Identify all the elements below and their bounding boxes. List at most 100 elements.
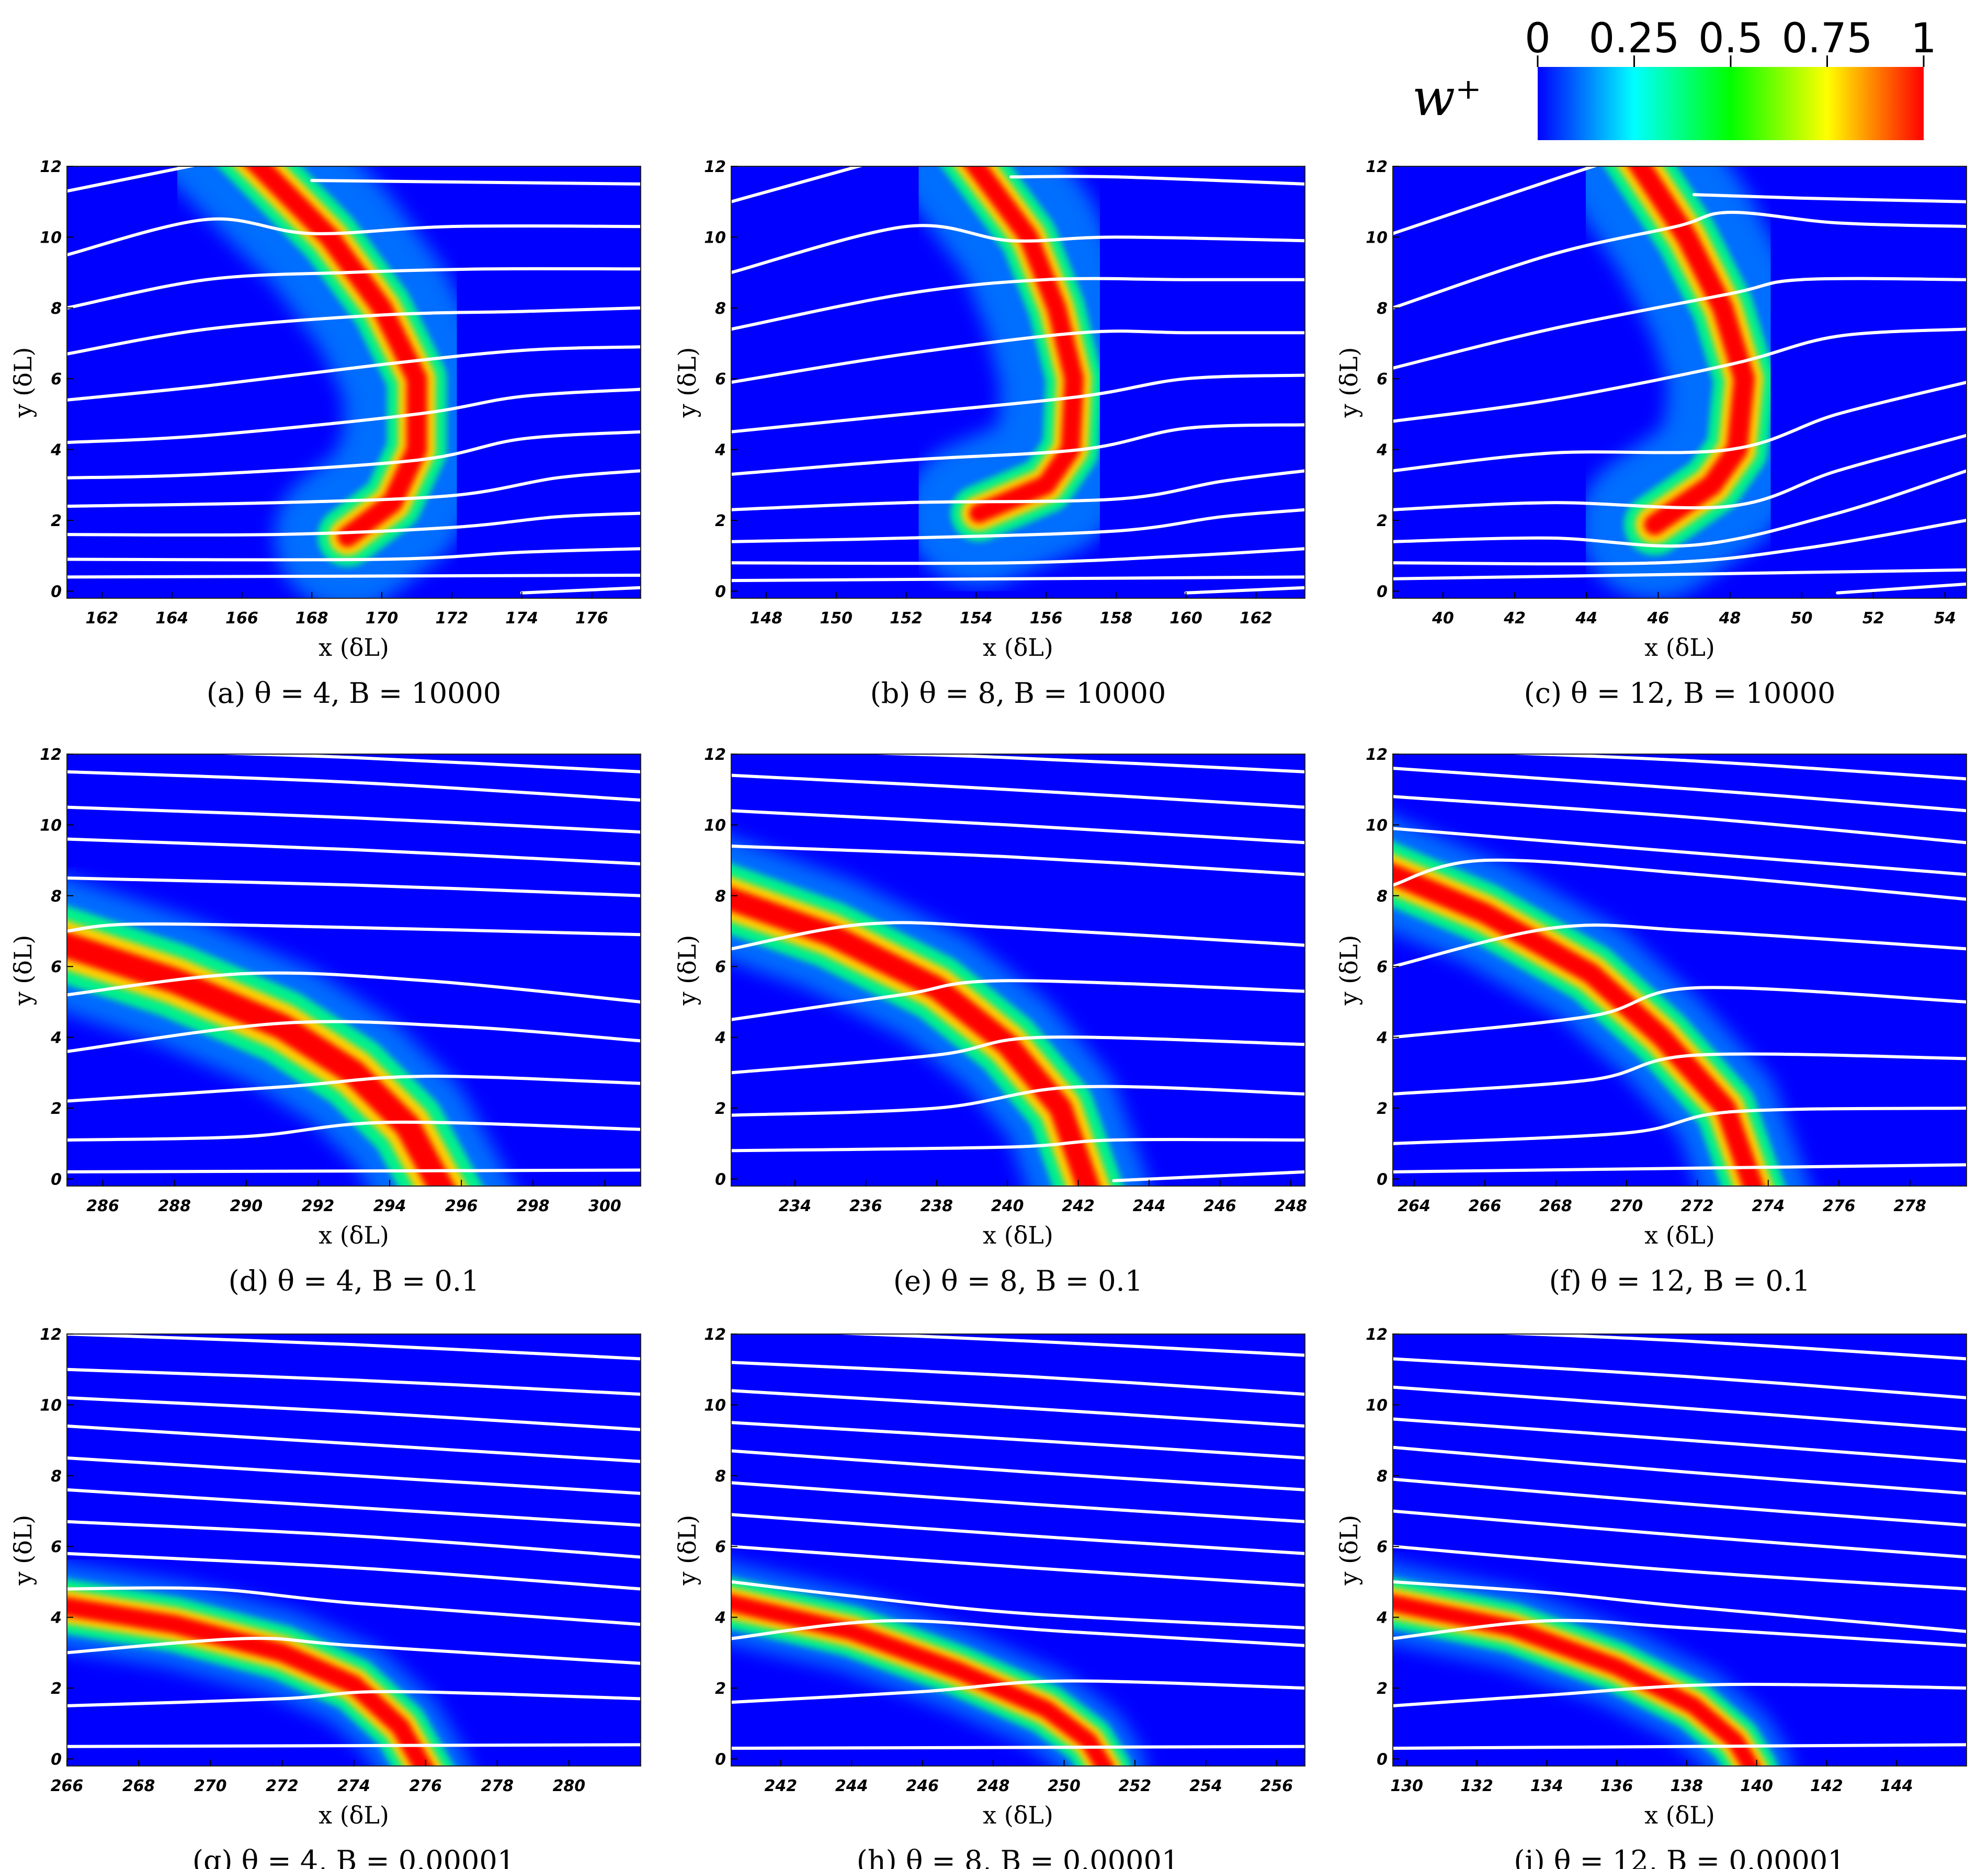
x-tick-label: 268 xyxy=(1539,1197,1572,1215)
streamline xyxy=(828,1334,1305,1357)
streamline xyxy=(67,805,641,834)
heatmap-field xyxy=(67,166,641,598)
colorbar: w⁺ 0 0.25 0.5 0.75 1 xyxy=(1412,15,1937,140)
y-tick-label: 0 xyxy=(1377,1170,1388,1189)
streamline xyxy=(67,1168,641,1173)
streamline xyxy=(67,1456,641,1495)
streamline xyxy=(67,1120,641,1142)
y-tick-label: 2 xyxy=(51,1100,62,1118)
colorbar-tick-label: 0.5 xyxy=(1698,15,1763,62)
streamline xyxy=(67,1488,641,1527)
streamline xyxy=(1393,1385,1967,1431)
x-tick-label: 290 xyxy=(230,1197,263,1215)
x-tick-label: 244 xyxy=(835,1777,868,1795)
streamline xyxy=(1393,827,1967,876)
y-tick-label: 12 xyxy=(704,1326,726,1344)
y-tick-label: 8 xyxy=(715,887,726,906)
streamline xyxy=(1393,858,1967,901)
x-tick-label: 166 xyxy=(225,609,258,628)
streamline xyxy=(1836,582,1967,595)
panel-a: 162 164 166 168 170 172 174 176 0 2 4 6 8 10 12 x (δL) y… xyxy=(9,158,641,710)
colorbar-tick-label: 0.75 xyxy=(1782,15,1873,62)
plot-frame xyxy=(1392,754,1967,1187)
streamline xyxy=(731,166,865,203)
y-tick-label: 12 xyxy=(1366,1326,1388,1344)
streamline xyxy=(1393,767,1967,813)
streamline xyxy=(1009,175,1305,186)
x-tick-label: 42 xyxy=(1503,609,1526,628)
streamline xyxy=(731,1421,1305,1460)
streamline xyxy=(205,754,641,773)
x-tick-label: 152 xyxy=(890,609,923,628)
streamline xyxy=(731,1361,1305,1396)
x-tick-label: 248 xyxy=(977,1777,1010,1795)
y-tick-label: 2 xyxy=(51,1680,62,1698)
plot-frame xyxy=(66,754,641,1187)
streamline xyxy=(1393,519,1967,566)
x-tick-label: 142 xyxy=(1810,1777,1843,1795)
streamline xyxy=(731,508,1305,543)
streamline xyxy=(1393,166,1599,235)
y-tick-label: 8 xyxy=(51,887,62,906)
y-tick-label: 0 xyxy=(715,1170,726,1189)
y-tick-label: 2 xyxy=(715,1100,726,1118)
y-axis-label: y (δL) xyxy=(673,347,701,418)
x-tick-label: 134 xyxy=(1530,1777,1563,1795)
heatmap-field xyxy=(731,1334,1305,1766)
streamline xyxy=(1393,381,1967,473)
reaction-front-core xyxy=(67,1597,434,1766)
x-tick-label: 270 xyxy=(1610,1197,1643,1215)
streamline xyxy=(1184,586,1305,595)
x-tick-label: 278 xyxy=(1893,1197,1926,1215)
x-tick-label: 40 xyxy=(1432,609,1454,628)
y-tick-label: 0 xyxy=(51,583,62,601)
x-tick-label: 274 xyxy=(1752,1197,1785,1215)
streamline xyxy=(67,1367,641,1396)
plot-frame xyxy=(1392,166,1967,599)
y-tick-label: 12 xyxy=(1366,158,1388,176)
streamline xyxy=(731,921,1305,951)
streamline xyxy=(67,1396,641,1431)
x-tick-label: 242 xyxy=(1062,1197,1095,1215)
colorbar-tick-label: 1 xyxy=(1911,15,1937,62)
colorbar-ticks: 0 0.25 0.5 0.75 1 xyxy=(1525,15,1937,67)
x-tick-label: 236 xyxy=(849,1197,882,1215)
y-axis-label: y (δL) xyxy=(673,1515,701,1586)
x-axis-label: x (δL) xyxy=(319,1801,389,1829)
panel-f: 264 266 268 270 272 274 276 278 0 2 4 6 8 10 12 x (δL) y… xyxy=(1335,746,1967,1297)
colorbar-tick-label: 0 xyxy=(1525,15,1551,62)
streamline xyxy=(1393,1580,1967,1633)
x-tick-label: 246 xyxy=(1203,1197,1236,1215)
y-tick-label: 6 xyxy=(715,958,726,976)
x-axis-label: x (δL) xyxy=(983,633,1053,662)
heatmap-field xyxy=(731,166,1305,595)
streamline xyxy=(67,469,641,508)
x-tick-label: 274 xyxy=(337,1777,370,1795)
streamline xyxy=(1393,1545,1967,1591)
streamline xyxy=(67,1552,641,1591)
y-tick-label: 2 xyxy=(715,512,726,530)
y-axis-label: y (δL) xyxy=(1335,347,1363,418)
streamline xyxy=(67,922,641,937)
x-axis-label: x (δL) xyxy=(983,1801,1053,1829)
x-tick-label: 240 xyxy=(991,1197,1024,1215)
streamline xyxy=(1393,1477,1967,1527)
y-tick-label: 4 xyxy=(1376,1609,1388,1627)
x-tick-label: 136 xyxy=(1600,1777,1633,1795)
streamline xyxy=(731,329,1305,384)
reaction-front-core xyxy=(1628,166,1755,535)
x-tick-label: 254 xyxy=(1189,1777,1222,1795)
heatmap-field xyxy=(67,754,641,1186)
y-tick-label: 2 xyxy=(51,512,62,530)
streamline xyxy=(731,845,1305,876)
streamline xyxy=(67,217,641,257)
x-tick-label: 162 xyxy=(1240,609,1273,628)
x-tick-label: 298 xyxy=(517,1197,550,1215)
reaction-front-core xyxy=(245,166,427,547)
panel-caption: (c) θ = 12, B = 10000 xyxy=(1524,677,1836,710)
panel-caption: (f) θ = 12, B = 0.1 xyxy=(1549,1264,1811,1297)
x-tick-label: 296 xyxy=(445,1197,478,1215)
y-tick-label: 12 xyxy=(1366,746,1388,764)
